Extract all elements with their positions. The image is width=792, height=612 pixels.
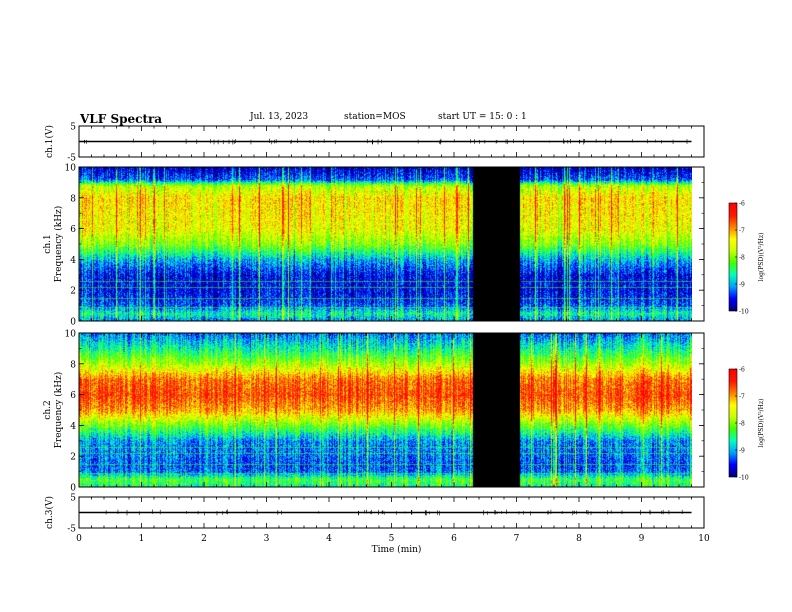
ch2-spectrogram-colorbar: -6 -7 -8 -9 -10 log(PSD)(V²/Hz) [728,367,765,482]
x-tick-label: 3 [264,534,270,544]
ch3-waveform-panel: 5 -5 ch.3(V) [44,494,705,535]
station-label: station=MOS [344,112,406,122]
colorbar-tick-label: -8 [739,255,745,262]
y-tick-label: -5 [67,154,76,164]
spectrogram-image [79,167,692,321]
figure-title: VLF Spectra [80,112,163,126]
y-tick-label: 5 [70,494,76,504]
colorbar-tick-label: -10 [739,309,749,316]
x-tick-label: 6 [451,534,457,544]
date-label: Jul. 13, 2023 [250,112,309,122]
colorbar-gradient [729,203,737,311]
y-tick-label: 10 [65,164,77,174]
y-tick-label: 5 [70,123,76,133]
x-tick-label: 1 [139,534,145,544]
y-tick-label: 4 [70,256,76,266]
ch1-spectrogram-colorbar: -6 -7 -8 -9 -10 log(PSD)(V²/Hz) [728,201,765,316]
y-axis-label: ch.3(V) [44,496,55,529]
ch2-spectrogram-axes: 0 2 4 6 8 10 ch.2 Frequency (kHz) [43,330,705,494]
start-ut-label: start UT = 15: 0 : 1 [438,112,527,122]
colorbar-label: log(PSD)(V²/Hz) [758,399,765,448]
y-axis-label: Frequency (kHz) [53,372,64,449]
x-tick-label: 9 [639,534,645,544]
x-tick-label: 2 [201,534,207,544]
x-tick-label: 0 [76,534,82,544]
y-tick-label: 4 [70,422,76,432]
x-tick-label: 8 [576,534,582,544]
colorbar-tick-label: -7 [739,394,745,401]
x-tick-label: 5 [389,534,395,544]
y-tick-label: 2 [70,453,76,463]
y-tick-label: 2 [70,287,76,297]
colorbar-tick-label: -9 [739,448,745,455]
y-tick-label: 6 [70,225,76,235]
y-tick-label: 8 [70,360,76,370]
colorbar-tick-label: -9 [739,282,745,289]
ch2-spectrogram-panel [79,333,692,487]
colorbar-tick-label: -10 [739,475,749,482]
spectrogram-image [79,333,692,487]
y-axis-label: ch.2 [43,400,53,419]
colorbar-tick-label: -7 [739,228,745,235]
colorbar-tick-label: -6 [739,201,745,208]
y-tick-label: -5 [67,525,76,535]
x-axis-label: Time (min) [372,544,422,555]
y-axis-label: ch.1(V) [44,125,55,158]
y-tick-label: 6 [70,391,76,401]
ch1-spectrogram-panel [79,167,692,321]
colorbar-tick-label: -8 [739,421,745,428]
y-axis-label: ch.1 [43,234,53,253]
y-tick-label: 8 [70,194,76,204]
ch1-waveform-panel: 5 -5 ch.1(V) [44,123,705,164]
x-tick-label: 7 [514,534,520,544]
x-tick-label: 10 [698,534,710,544]
y-tick-label: 0 [70,318,76,328]
y-tick-label: 10 [65,330,77,340]
y-axis-label: Frequency (kHz) [53,206,64,283]
x-tick-label: 4 [326,534,332,544]
x-axis: 0 1 2 3 4 5 6 7 8 9 10 Time (min) [76,534,710,555]
y-tick-label: 0 [70,484,76,494]
colorbar-tick-label: -6 [739,367,745,374]
ch1-spectrogram-axes: 0 2 4 6 8 10 ch.1 Frequency (kHz) [43,164,705,328]
colorbar-label: log(PSD)(V²/Hz) [758,233,765,282]
colorbar-gradient [729,369,737,477]
